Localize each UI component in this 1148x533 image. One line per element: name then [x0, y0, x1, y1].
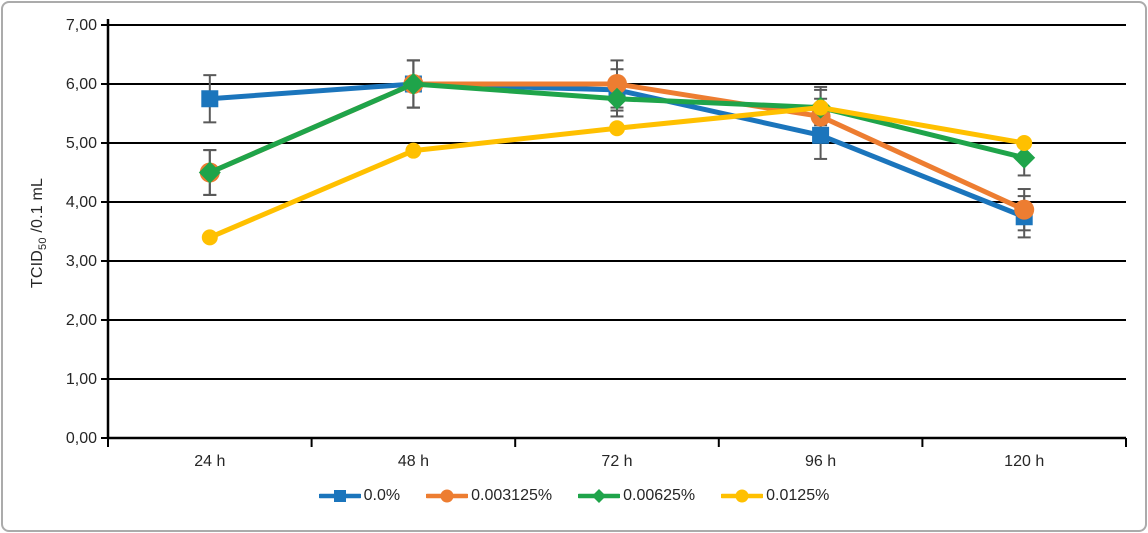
- y-tick-label: 2,00: [66, 312, 97, 329]
- x-category-label: 120 h: [1004, 453, 1044, 470]
- legend-item-0.003125%: 0.003125%: [426, 487, 552, 505]
- y-axis-title: TCID50 /0.1 mL: [29, 178, 49, 288]
- data-point-0.003125%: [607, 74, 627, 94]
- chart-legend: 0.0% 0.003125% 0.00625% 0.0125%: [3, 487, 1145, 505]
- y-tick-label: 4,00: [66, 194, 97, 211]
- data-point-0.0125%: [201, 229, 218, 246]
- legend-marker-square-icon: [318, 490, 361, 502]
- legend-item-0.0125%: 0.0125%: [721, 487, 829, 505]
- y-tick-label: 7,00: [66, 17, 97, 34]
- tcid-line-chart: 0,00 1,00 2,00 3,00 4,00 5,00 6,00 7,00 24 h 48 h…: [66, 17, 1127, 470]
- legend-label: 0.0125%: [766, 487, 830, 504]
- data-point-0.003125%: [1014, 199, 1035, 220]
- data-point-0.0125%: [1016, 135, 1033, 151]
- x-category-label: 72 h: [601, 453, 632, 470]
- legend-label: 0.003125%: [471, 487, 553, 504]
- legend-label: 0.0%: [363, 487, 401, 504]
- legend-marker-circle-icon: [721, 489, 764, 503]
- legend-marker-diamond-icon: [578, 489, 621, 503]
- y-tick-label: 5,00: [66, 135, 97, 152]
- legend-label: 0.00625%: [623, 487, 696, 504]
- y-axis-title-main: TCID: [29, 249, 46, 289]
- data-point-0.00625%: [1013, 146, 1036, 169]
- x-category-label: 48 h: [398, 453, 429, 470]
- y-tick-label: 0,00: [66, 430, 97, 447]
- y-axis-title-units: /0.1 mL: [29, 177, 46, 238]
- y-tick-label: 1,00: [66, 371, 97, 388]
- data-point-0.00625%: [402, 73, 425, 95]
- y-tick-label: 3,00: [66, 253, 97, 270]
- y-tick-label: 6,00: [66, 76, 97, 93]
- y-axis-title-subscript: 50: [37, 237, 49, 250]
- legend-item-0.0%: 0.0%: [318, 487, 401, 505]
- x-category-label: 24 h: [194, 453, 225, 470]
- data-point-0.00625%: [198, 161, 221, 184]
- data-point-0.00625%: [606, 87, 628, 110]
- data-point-0.0125%: [609, 120, 625, 137]
- legend-item-0.00625%: 0.00625%: [578, 487, 695, 505]
- data-point-0.0125%: [405, 142, 422, 159]
- x-category-label: 96 h: [805, 453, 836, 470]
- data-point-0.0%: [812, 126, 830, 144]
- data-point-0.0125%: [812, 99, 829, 116]
- data-point-0.0%: [201, 90, 219, 108]
- legend-marker-circle-icon: [426, 489, 469, 503]
